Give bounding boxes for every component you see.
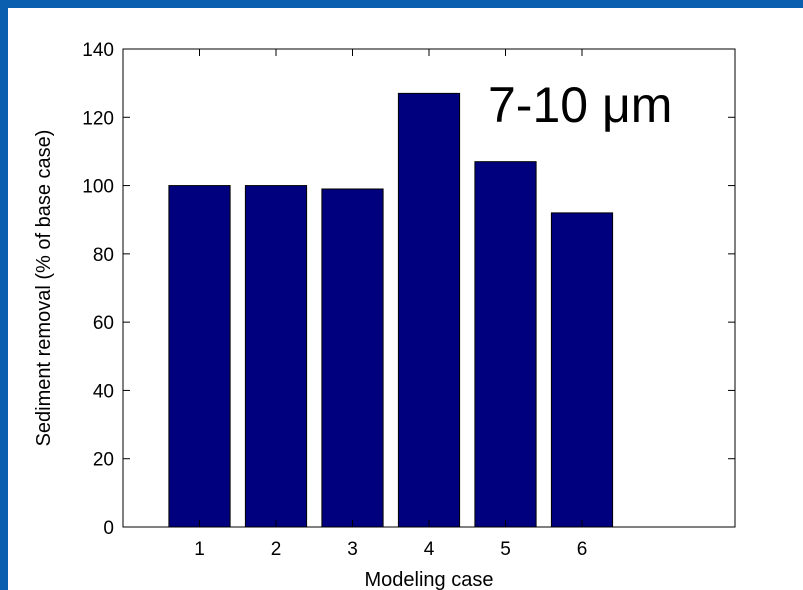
y-axis-ticks: 0 20 40 60 80 100 120 140 [82, 40, 735, 539]
bars-group [168, 92, 614, 528]
x-tick-label-4: 4 [424, 539, 435, 560]
x-tick-label-6: 6 [577, 539, 588, 560]
y-tick-label-100: 100 [82, 177, 114, 198]
bar-case-5 [474, 161, 537, 528]
left-accent-bar [0, 0, 8, 590]
x-tick-label-3: 3 [347, 539, 358, 560]
left-accent-gap [8, 8, 18, 590]
y-tick-label-60: 60 [93, 313, 114, 334]
bar-case-1 [168, 185, 231, 528]
y-tick-label-80: 80 [93, 245, 114, 266]
bar-case-3 [321, 188, 384, 528]
bar-case-6 [550, 212, 614, 528]
x-tick-label-1: 1 [194, 539, 205, 560]
x-axis-label: Modeling case [365, 569, 494, 590]
y-tick-label-20: 20 [93, 450, 114, 471]
y-tick-label-140: 140 [82, 40, 114, 61]
top-accent-bar [0, 0, 803, 8]
x-tick-label-5: 5 [500, 539, 511, 560]
bar-case-2 [244, 185, 308, 528]
y-tick-label-40: 40 [93, 381, 114, 402]
x-axis-ticks: 1 2 3 4 5 6 [194, 49, 587, 560]
particle-size-annotation: 7-10 μm [488, 77, 672, 133]
x-tick-label-2: 2 [271, 539, 282, 560]
y-axis-label: Sediment removal (% of base case) [33, 130, 55, 447]
bar-case-4 [397, 92, 461, 528]
y-tick-label-120: 120 [82, 108, 114, 129]
y-tick-label-0: 0 [103, 518, 114, 539]
